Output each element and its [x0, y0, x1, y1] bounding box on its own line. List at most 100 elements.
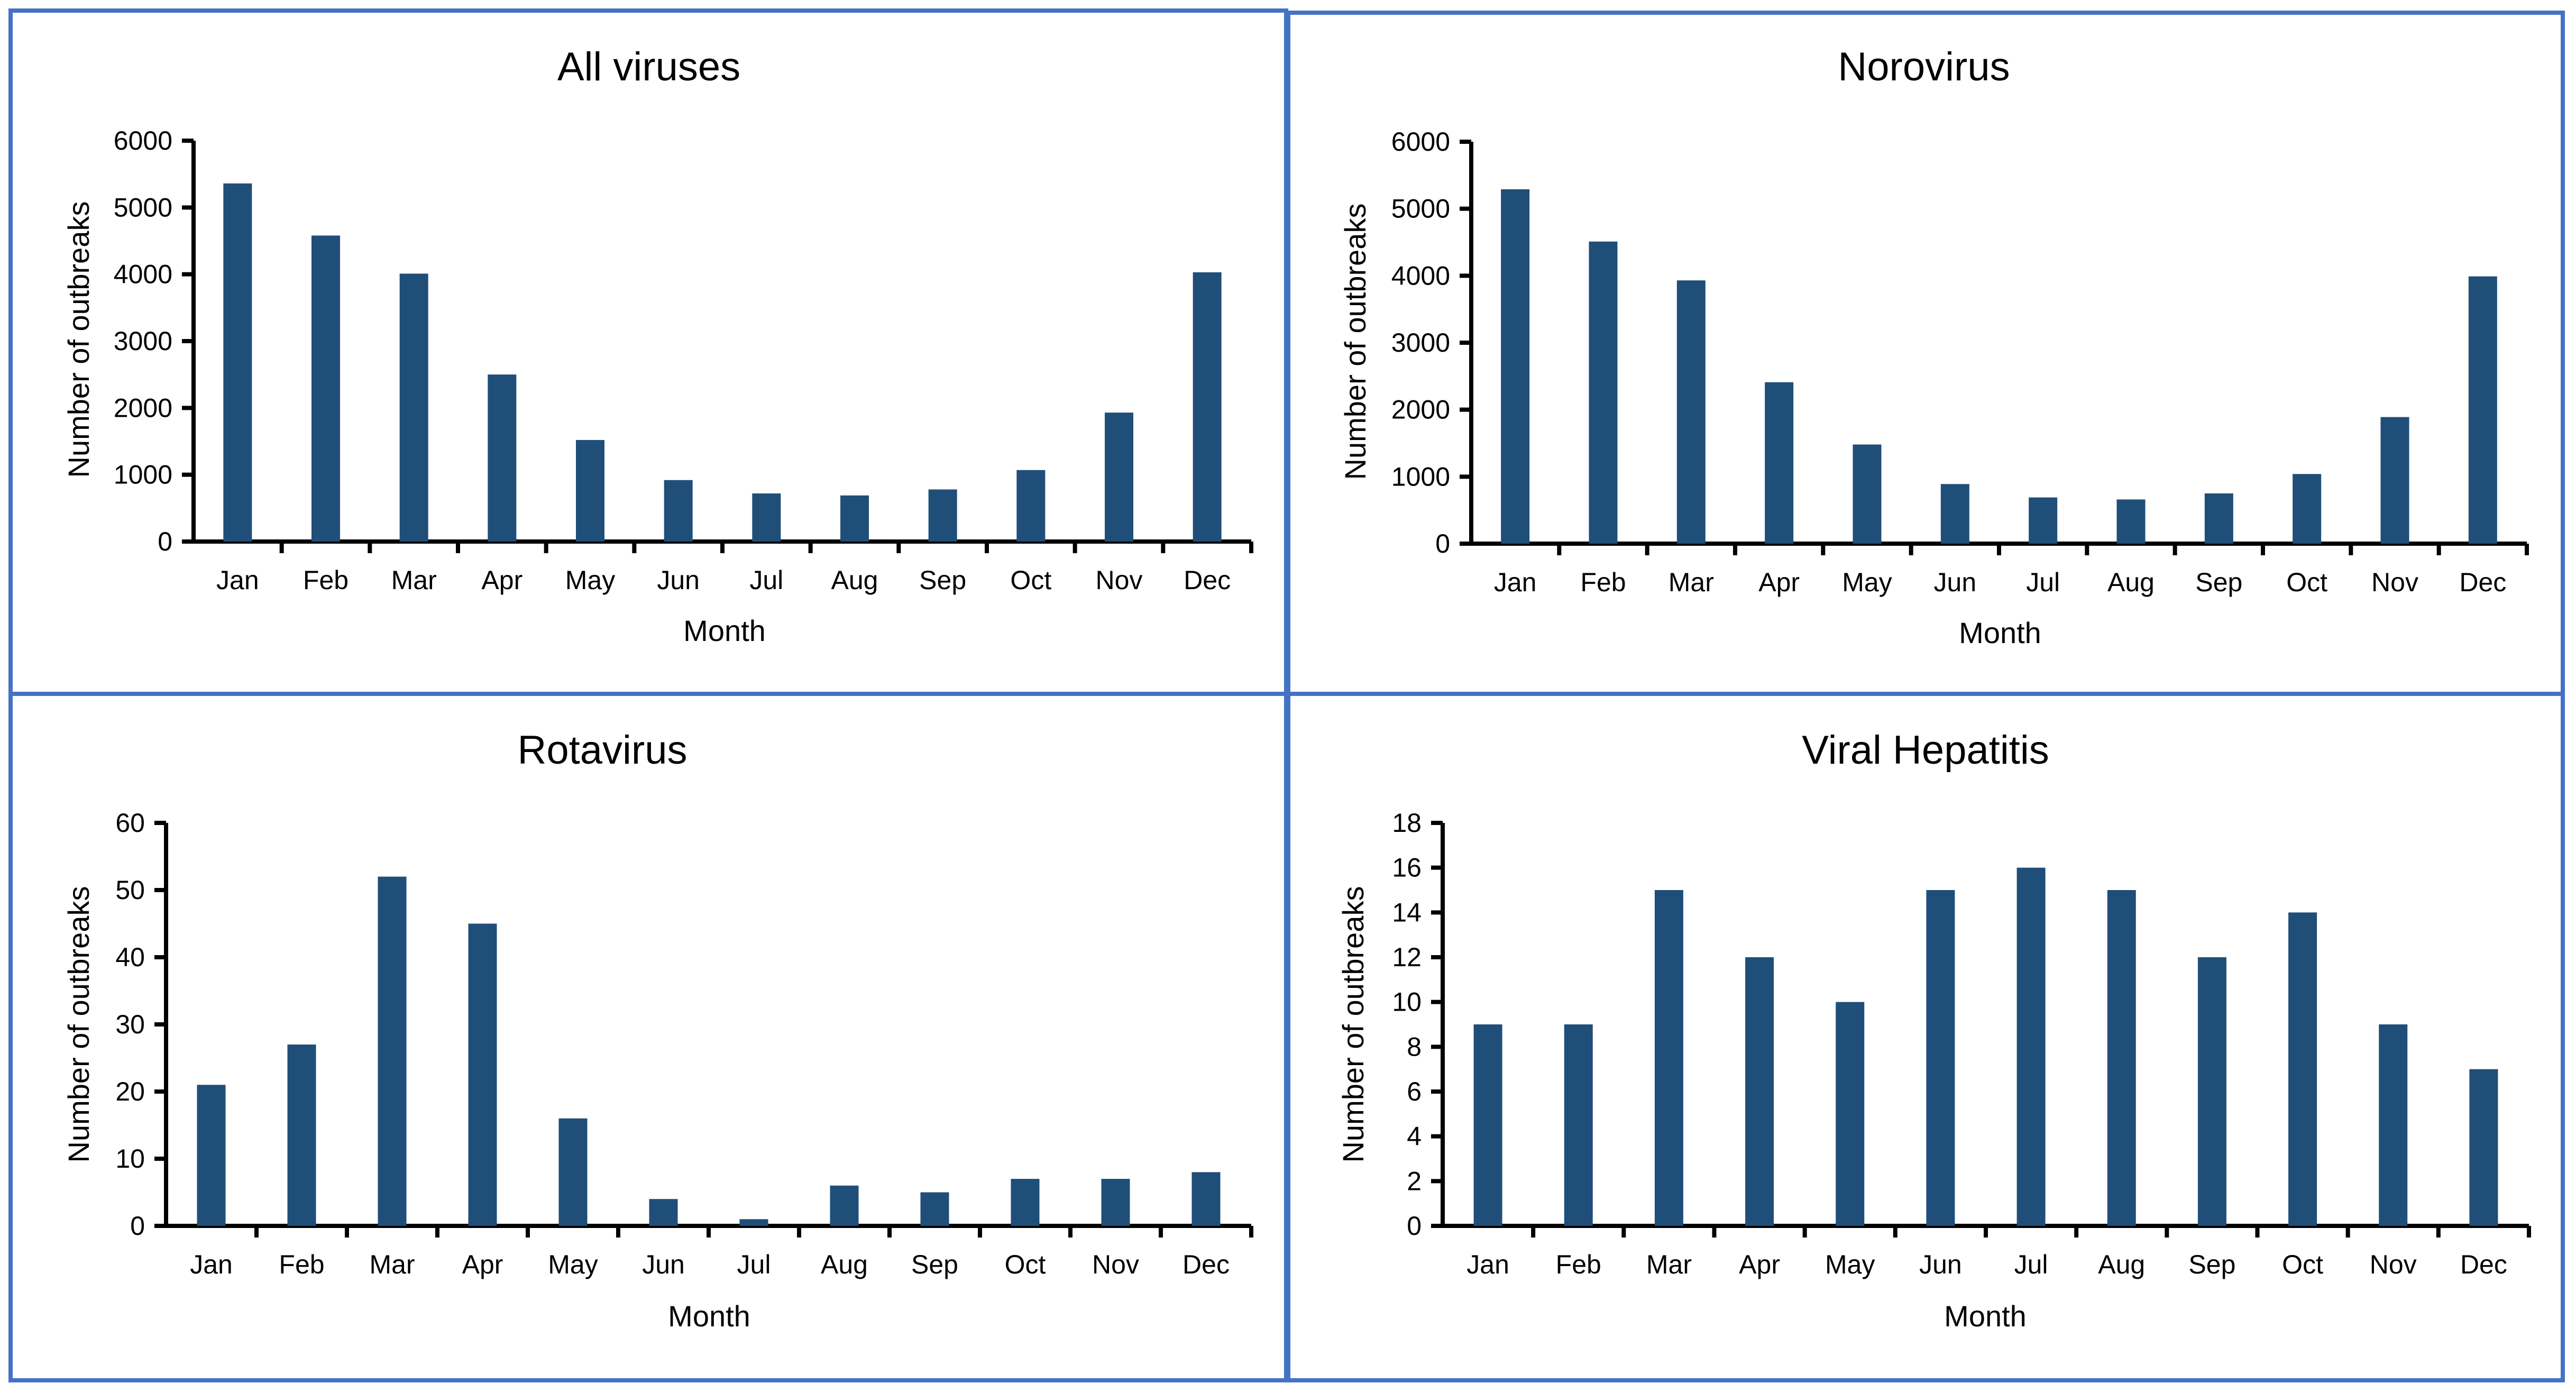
bar-aug	[2116, 499, 2146, 544]
x-tick-label: Mar	[369, 1250, 415, 1279]
x-tick-label: Jun	[657, 565, 700, 595]
x-tick-label: Jul	[749, 565, 783, 595]
bar-dec	[1191, 1172, 1221, 1226]
bar-jun	[1926, 890, 1955, 1226]
x-tick-label: Jun	[642, 1250, 685, 1279]
x-tick-label: Feb	[1556, 1250, 1601, 1279]
y-tick-label: 40	[115, 942, 145, 972]
x-tick-label: Oct	[1010, 565, 1051, 595]
x-tick-label: Sep	[2188, 1250, 2235, 1279]
x-tick-label: Mar	[1646, 1250, 1692, 1279]
bar-oct	[1011, 1179, 1040, 1226]
x-tick-label: Jan	[1466, 1250, 1509, 1279]
y-tick-label: 6000	[114, 126, 172, 155]
bar-jul	[752, 493, 781, 542]
x-axis-title: Month	[1944, 1299, 2027, 1333]
x-tick-label: Jan	[1494, 567, 1537, 597]
y-tick-label: 8	[1407, 1032, 1422, 1061]
bar-jan	[1501, 189, 1530, 544]
y-axis-title: Number of outbreaks	[1336, 886, 1370, 1163]
panel-rotavirus: Rotavirus Number of outbreaks Month 0 10 2…	[8, 692, 1288, 1382]
y-tick-label: 12	[1392, 942, 1422, 972]
y-tick-label: 3000	[1391, 328, 1450, 358]
x-tick-label: Dec	[2459, 567, 2506, 597]
bar-aug	[840, 495, 869, 542]
bar-may	[558, 1118, 588, 1226]
x-tick-label: Nov	[2371, 567, 2418, 597]
bar-jul	[739, 1219, 768, 1226]
bar-sep	[2204, 493, 2233, 544]
bar-jan	[223, 183, 252, 542]
chart-title: All viruses	[557, 44, 740, 89]
bar-mar	[1676, 280, 1706, 544]
x-tick-label: May	[565, 565, 615, 595]
x-axis-title: Month	[1959, 616, 2041, 649]
x-tick-label: Jun	[1934, 567, 1977, 597]
x-tick-label: Jun	[1919, 1250, 1962, 1279]
x-tick-label: Mar	[1669, 567, 1714, 597]
x-tick-label: Apr	[481, 565, 522, 595]
bar-jan	[197, 1085, 226, 1226]
bar-jan	[1473, 1024, 1502, 1226]
bar-oct	[2293, 474, 2322, 544]
y-tick-label: 20	[115, 1077, 145, 1106]
bar-apr	[488, 374, 517, 542]
y-tick-label: 0	[1435, 529, 1450, 558]
bar-jun	[664, 480, 693, 542]
y-tick-label: 16	[1392, 853, 1422, 883]
bar-apr	[1765, 382, 1794, 544]
bar-dec	[2469, 1069, 2498, 1226]
y-tick-label: 0	[158, 527, 172, 556]
bar-sep	[920, 1192, 949, 1226]
bar-oct	[1016, 470, 1046, 542]
y-axis-title: Number of outbreaks	[62, 201, 95, 478]
x-tick-label: Nov	[1096, 565, 1143, 595]
x-tick-label: Nov	[1092, 1250, 1139, 1279]
y-tick-label: 10	[1392, 987, 1422, 1017]
panel-all-viruses: All viruses Number of outbreaks Month 0 1…	[8, 8, 1288, 696]
x-tick-label: Sep	[2195, 567, 2242, 597]
chart-title: Rotavirus	[518, 728, 687, 773]
x-tick-label: Jul	[2014, 1250, 2048, 1279]
bar-apr	[1745, 957, 1774, 1226]
y-tick-label: 2	[1407, 1166, 1422, 1196]
bar-oct	[2288, 912, 2317, 1226]
x-tick-label: Nov	[2370, 1250, 2417, 1279]
y-tick-label: 60	[115, 808, 145, 838]
bar-apr	[468, 923, 497, 1226]
x-tick-label: Feb	[279, 1250, 324, 1279]
y-tick-label: 0	[130, 1211, 145, 1241]
y-tick-label: 4000	[114, 260, 172, 289]
x-tick-label: Feb	[303, 565, 349, 595]
x-tick-label: May	[548, 1250, 598, 1279]
x-tick-label: Oct	[2286, 567, 2327, 597]
x-axis-title: Month	[668, 1299, 750, 1333]
x-tick-label: Aug	[2107, 567, 2155, 597]
x-tick-label: Dec	[1184, 565, 1231, 595]
bar-feb	[1589, 241, 1618, 544]
x-tick-label: Jan	[216, 565, 259, 595]
y-tick-label: 4	[1407, 1122, 1422, 1151]
x-tick-label: Jul	[737, 1250, 771, 1279]
bar-jun	[649, 1199, 678, 1226]
y-tick-label: 14	[1392, 897, 1422, 927]
y-tick-label: 1000	[1391, 462, 1450, 491]
bar-sep	[928, 489, 957, 542]
y-tick-label: 2000	[114, 393, 172, 423]
x-tick-label: Dec	[1182, 1250, 1230, 1279]
bar-mar	[1654, 890, 1683, 1226]
x-tick-label: May	[1825, 1250, 1875, 1279]
bar-feb	[311, 235, 340, 542]
x-tick-label: Jul	[2026, 567, 2060, 597]
y-axis-title: Number of outbreaks	[62, 886, 95, 1163]
y-tick-label: 18	[1392, 808, 1422, 838]
bar-aug	[830, 1185, 859, 1226]
bar-jun	[1940, 484, 1969, 544]
bar-nov	[2380, 417, 2409, 544]
x-tick-label: Apr	[1739, 1250, 1780, 1279]
y-tick-label: 50	[115, 875, 145, 905]
y-tick-label: 2000	[1391, 395, 1450, 425]
x-tick-label: May	[1842, 567, 1892, 597]
y-tick-label: 1000	[114, 460, 172, 490]
